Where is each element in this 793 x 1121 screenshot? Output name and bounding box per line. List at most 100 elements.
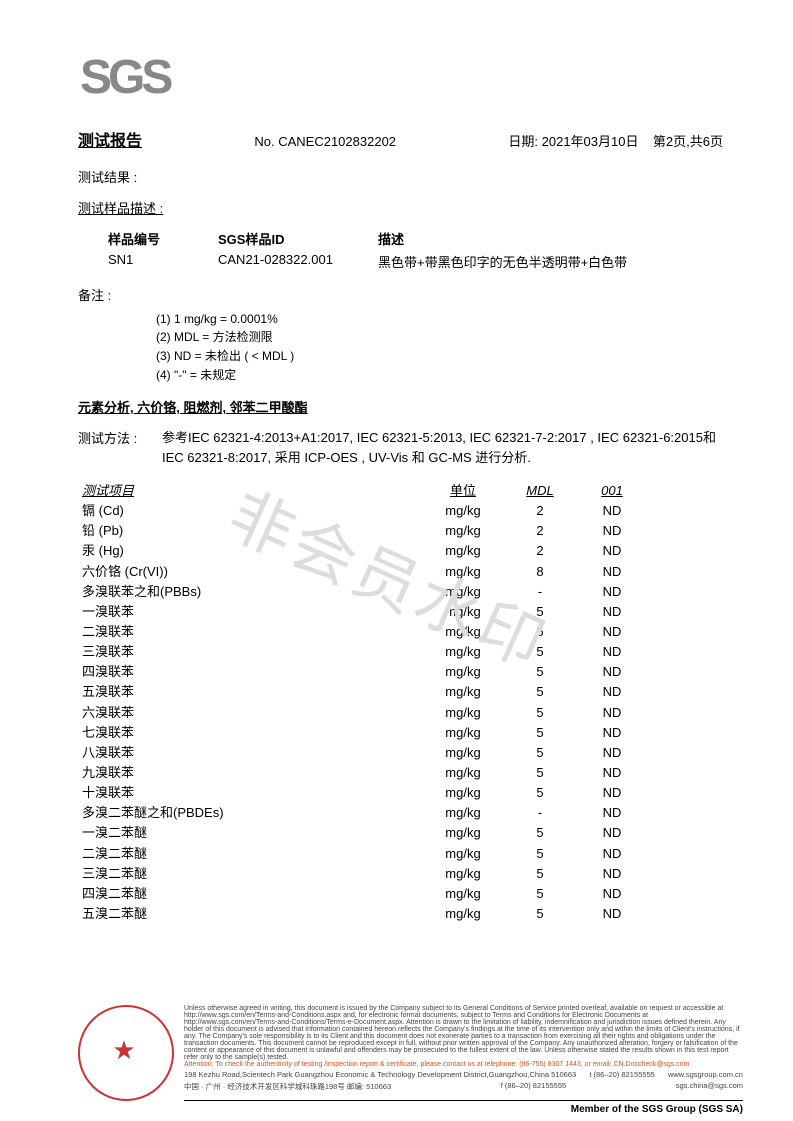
table-row: 一溴二苯醚mg/kg5ND [82,823,723,843]
date-page: 日期: 2021年03月10日 第2页,共6页 [508,131,723,150]
table-row: 四溴二苯醚mg/kg5ND [82,884,723,904]
cell-item: 多溴联苯之和(PBBs) [82,582,422,602]
cell-unit: mg/kg [422,783,504,803]
cell-mdl: 2 [504,521,576,541]
legal-block: Unless otherwise agreed in writing, this… [184,1005,743,1101]
report-number: No. CANEC2102832202 [254,134,396,149]
stamp-icon: ★ [78,1005,174,1101]
cell-res: ND [576,602,648,622]
cell-item: 四溴联苯 [82,662,422,682]
table-row: 三溴二苯醚mg/kg5ND [82,864,723,884]
cell-item: 六价铬 (Cr(VI)) [82,562,422,582]
cell-item: 镉 (Cd) [82,501,422,521]
cell-mdl: 5 [504,662,576,682]
remark-item: (1) 1 mg/kg = 0.0001% [156,312,723,326]
cell-res: ND [576,582,648,602]
cell-unit: mg/kg [422,703,504,723]
cell-res: ND [576,884,648,904]
cell-item: 汞 (Hg) [82,541,422,561]
cell-unit: mg/kg [422,501,504,521]
cell-mdl: 5 [504,622,576,642]
cell-item: 一溴联苯 [82,602,422,622]
tel2: f (86–20) 82155555 [501,1081,566,1092]
report-title: 测试报告 [78,127,142,151]
remarks-list: (1) 1 mg/kg = 0.0001%(2) MDL = 方法检测限(3) … [78,312,723,383]
table-row: 二溴二苯醚mg/kg5ND [82,844,723,864]
sample-header-row: 样品编号 SGS样品ID 描述 [108,229,723,248]
table-row: 五溴二苯醚mg/kg5ND [82,904,723,924]
cell-mdl: 5 [504,783,576,803]
cell-mdl: 5 [504,864,576,884]
table-row: 六溴联苯mg/kg5ND [82,703,723,723]
cell-item: 五溴联苯 [82,682,422,702]
cell-res: ND [576,823,648,843]
cell-unit: mg/kg [422,844,504,864]
results-table: 测试项目 单位 MDL 001 镉 (Cd)mg/kg2ND铅 (Pb)mg/k… [82,481,723,924]
cell-unit: mg/kg [422,602,504,622]
cell-unit: mg/kg [422,521,504,541]
cell-res: ND [576,743,648,763]
method-row: 测试方法 : 参考IEC 62321-4:2013+A1:2017, IEC 6… [78,428,723,467]
cell-unit: mg/kg [422,662,504,682]
legal-text-1: Unless otherwise agreed in writing, this… [184,1005,743,1061]
sample-id: CAN21-028322.001 [218,252,378,271]
cell-mdl: 5 [504,682,576,702]
remark-item: (4) "-" = 未规定 [156,366,723,383]
cell-res: ND [576,622,648,642]
sample-sn: SN1 [108,252,218,271]
cell-unit: mg/kg [422,622,504,642]
footer: ★ Unless otherwise agreed in writing, th… [78,1005,743,1101]
cell-res: ND [576,521,648,541]
remark-item: (2) MDL = 方法检测限 [156,328,723,345]
cell-res: ND [576,642,648,662]
hdr-sample-sn: 样品编号 [108,229,218,248]
table-row: 二溴联苯mg/kg5ND [82,622,723,642]
cell-item: 铅 (Pb) [82,521,422,541]
report-header: 测试报告 No. CANEC2102832202 日期: 2021年03月10日… [78,127,723,151]
cell-unit: mg/kg [422,763,504,783]
cell-item: 多溴二苯醚之和(PBDEs) [82,803,422,823]
table-row: 六价铬 (Cr(VI))mg/kg8ND [82,562,723,582]
cell-item: 六溴联苯 [82,703,422,723]
cell-mdl: 5 [504,904,576,924]
hdr-mdl: MDL [504,481,576,501]
cell-item: 八溴联苯 [82,743,422,763]
table-row: 八溴联苯mg/kg5ND [82,743,723,763]
cell-unit: mg/kg [422,642,504,662]
sample-desc: 黑色带+带黑色印字的无色半透明带+白色带 [378,252,723,271]
cell-mdl: 5 [504,743,576,763]
cell-res: ND [576,703,648,723]
tel1: t (86–20) 82155555 [589,1070,654,1079]
site2: sgs.china@sgs.com [676,1081,743,1092]
cell-item: 三溴二苯醚 [82,864,422,884]
cell-res: ND [576,763,648,783]
cell-item: 七溴联苯 [82,723,422,743]
report-no-value: CANEC2102832202 [278,134,396,149]
cell-mdl: 2 [504,501,576,521]
cell-mdl: 5 [504,844,576,864]
cell-unit: mg/kg [422,864,504,884]
table-row: 镉 (Cd)mg/kg2ND [82,501,723,521]
table-row: 铅 (Pb)mg/kg2ND [82,521,723,541]
table-row: 三溴联苯mg/kg5ND [82,642,723,662]
cell-item: 九溴联苯 [82,763,422,783]
legal-text-2: Attention: To check the authenticity of … [184,1061,743,1068]
page-label: 第2页,共6页 [653,134,723,149]
site1: www.sgsgroup.com.cn [668,1070,743,1079]
cell-res: ND [576,541,648,561]
cell-res: ND [576,803,648,823]
hdr-item: 测试项目 [82,481,422,501]
cell-unit: mg/kg [422,884,504,904]
table-row: 多溴二苯醚之和(PBDEs)mg/kg-ND [82,803,723,823]
cell-mdl: 5 [504,642,576,662]
cell-unit: mg/kg [422,904,504,924]
analysis-heading: 元素分析, 六价铬, 阻燃剂, 邻苯二甲酸酯 [78,397,723,416]
table-row: 五溴联苯mg/kg5ND [82,682,723,702]
method-text: 参考IEC 62321-4:2013+A1:2017, IEC 62321-5:… [162,428,723,467]
hdr-sample-desc: 描述 [378,229,723,248]
hdr-sample-id: SGS样品ID [218,229,378,248]
cell-unit: mg/kg [422,803,504,823]
cell-res: ND [576,662,648,682]
cell-res: ND [576,723,648,743]
table-row: 多溴联苯之和(PBBs)mg/kg-ND [82,582,723,602]
